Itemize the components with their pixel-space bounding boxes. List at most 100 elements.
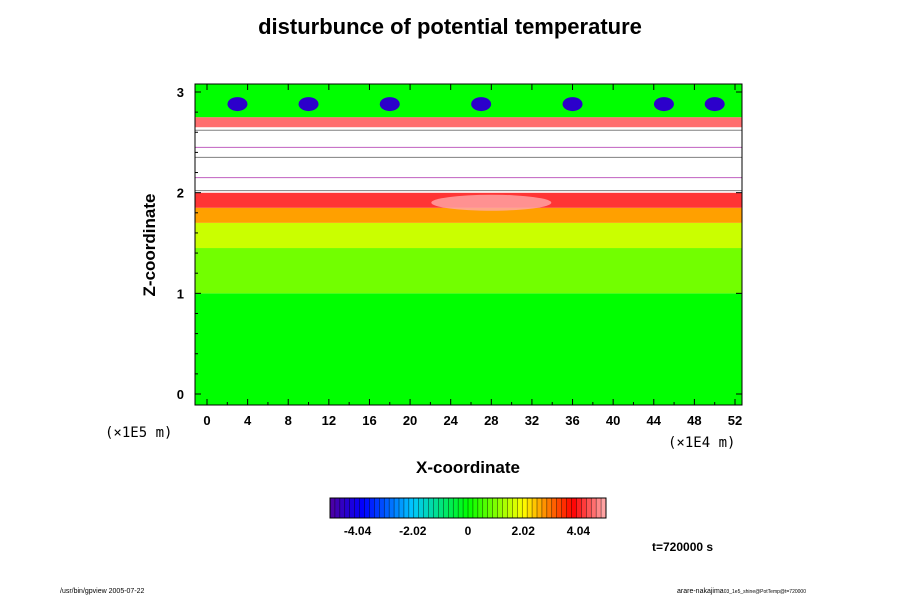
y-tick-label: 1 [177,286,184,301]
colorbar-segment [448,498,454,518]
time-stamp: t=720000 s [652,540,714,554]
colorbar-segment [566,498,572,518]
cold-patch [562,97,583,112]
colorbar-segment [492,498,498,518]
cold-patch [653,97,674,112]
colorbar-tick-label: 2.02 [512,524,536,538]
colorbar-segment [428,498,434,518]
field-layer-2 [195,222,742,249]
colorbar-segment [571,498,577,518]
colorbar-segment [576,498,582,518]
colorbar-segment [364,498,370,518]
x-tick-label: 4 [244,413,252,428]
colorbar-segment [497,498,503,518]
colorbar-segment [403,498,410,518]
footer-command: /usr/bin/gpview 2005-07-22 [60,588,145,595]
colorbar-segment [369,498,375,518]
cold-patch [227,97,248,112]
colorbar-segment [374,498,380,518]
colorbar-segment [463,498,469,518]
colorbar-segment [512,498,518,518]
x-tick-label: 44 [647,413,662,428]
colorbar-segment [551,498,558,518]
colorbar-segment [399,498,405,518]
colorbar-segment [394,498,400,518]
colorbar-segment [522,498,528,518]
colorbar-segment [541,498,548,518]
x-axis-unit: (×1E4 m) [668,435,736,451]
colorbar-segment [507,498,513,518]
colorbar-segment [330,498,336,518]
colorbar-segment [384,498,390,518]
x-tick-label: 40 [606,413,620,428]
colorbar-segment [433,498,439,518]
colorbar-segment [581,498,587,518]
y-axis: 0 1 2 3 [177,85,742,402]
chart-title: disturbunce of potential temperature [258,14,642,39]
field-layer-5 [195,127,742,193]
colorbar-segment [537,498,543,518]
colorbar-segment [517,498,523,518]
x-tick-label: 20 [403,413,417,428]
colorbar-segment [443,498,449,518]
cold-patch [471,97,492,112]
colorbar-segment [354,498,360,518]
x-tick-label: 48 [687,413,701,428]
colorbar-segment [468,498,474,518]
y-tick-label: 0 [177,387,184,402]
y-tick-label: 2 [177,186,184,201]
colorbar-segment [344,498,351,518]
colorbar-segment [472,498,479,518]
x-tick-label: 24 [443,413,458,428]
x-tick-label: 52 [728,413,742,428]
plot-frame [194,83,743,406]
colorbar-segment [586,498,592,518]
x-axis: 0 4 8 12 16 20 24 28 32 36 40 44 48 52 [203,84,742,428]
colorbar-segment [423,498,429,518]
colorbar-tick-label: -2.02 [399,524,427,538]
colorbar-segment [591,498,597,518]
x-tick-label: 8 [285,413,292,428]
colorbar-segment [339,498,346,518]
colorbar-segment [487,498,493,518]
colorbar-frame [329,497,607,519]
plot-area [195,84,742,405]
field-layer-1 [195,248,742,294]
cold-patch [704,97,725,112]
field-layer-0 [195,293,742,405]
colorbar-segment [527,498,533,518]
colorbar-segment [334,498,341,518]
x-tick-label: 32 [525,413,539,428]
cold-patch [298,97,319,112]
colorbar-segment [359,498,365,518]
colorbar-segment [482,498,489,518]
colorbar-tick-label: -4.04 [344,524,372,538]
colorbar: -4.04 -2.02 0 2.02 4.04 [329,497,607,538]
y-axis-unit: (×1E5 m) [105,425,173,441]
x-tick-label: 36 [565,413,579,428]
y-tick-label: 3 [177,85,184,100]
colorbar-segment [458,498,464,518]
colorbar-segment [453,498,459,518]
colorbar-segment [418,498,424,518]
field-layer-3 [195,207,742,223]
colorbar-segment [408,498,415,518]
colorbar-segment [477,498,484,518]
x-tick-label: 28 [484,413,498,428]
x-tick-label: 16 [362,413,376,428]
x-axis-label: X-coordinate [416,458,520,477]
colorbar-segment [596,498,602,518]
x-tick-label: 12 [322,413,336,428]
colorbar-segment [379,498,385,518]
footer-source: arare-nakajima03_1e5_shine@PotTemp@t=720… [677,588,806,595]
footer-source-file: 03_1e5_shine@PotTemp@t=720000 [723,589,806,595]
field-layer-6 [195,117,742,128]
colorbar-tick-label: 0 [465,524,472,538]
colorbar-segment [556,498,562,518]
colorbar-segment [413,498,420,518]
cold-patch [379,97,400,112]
colorbar-segment [502,498,508,518]
colorbar-segment [438,498,444,518]
footer-source-user: arare-nakajima [677,588,724,595]
